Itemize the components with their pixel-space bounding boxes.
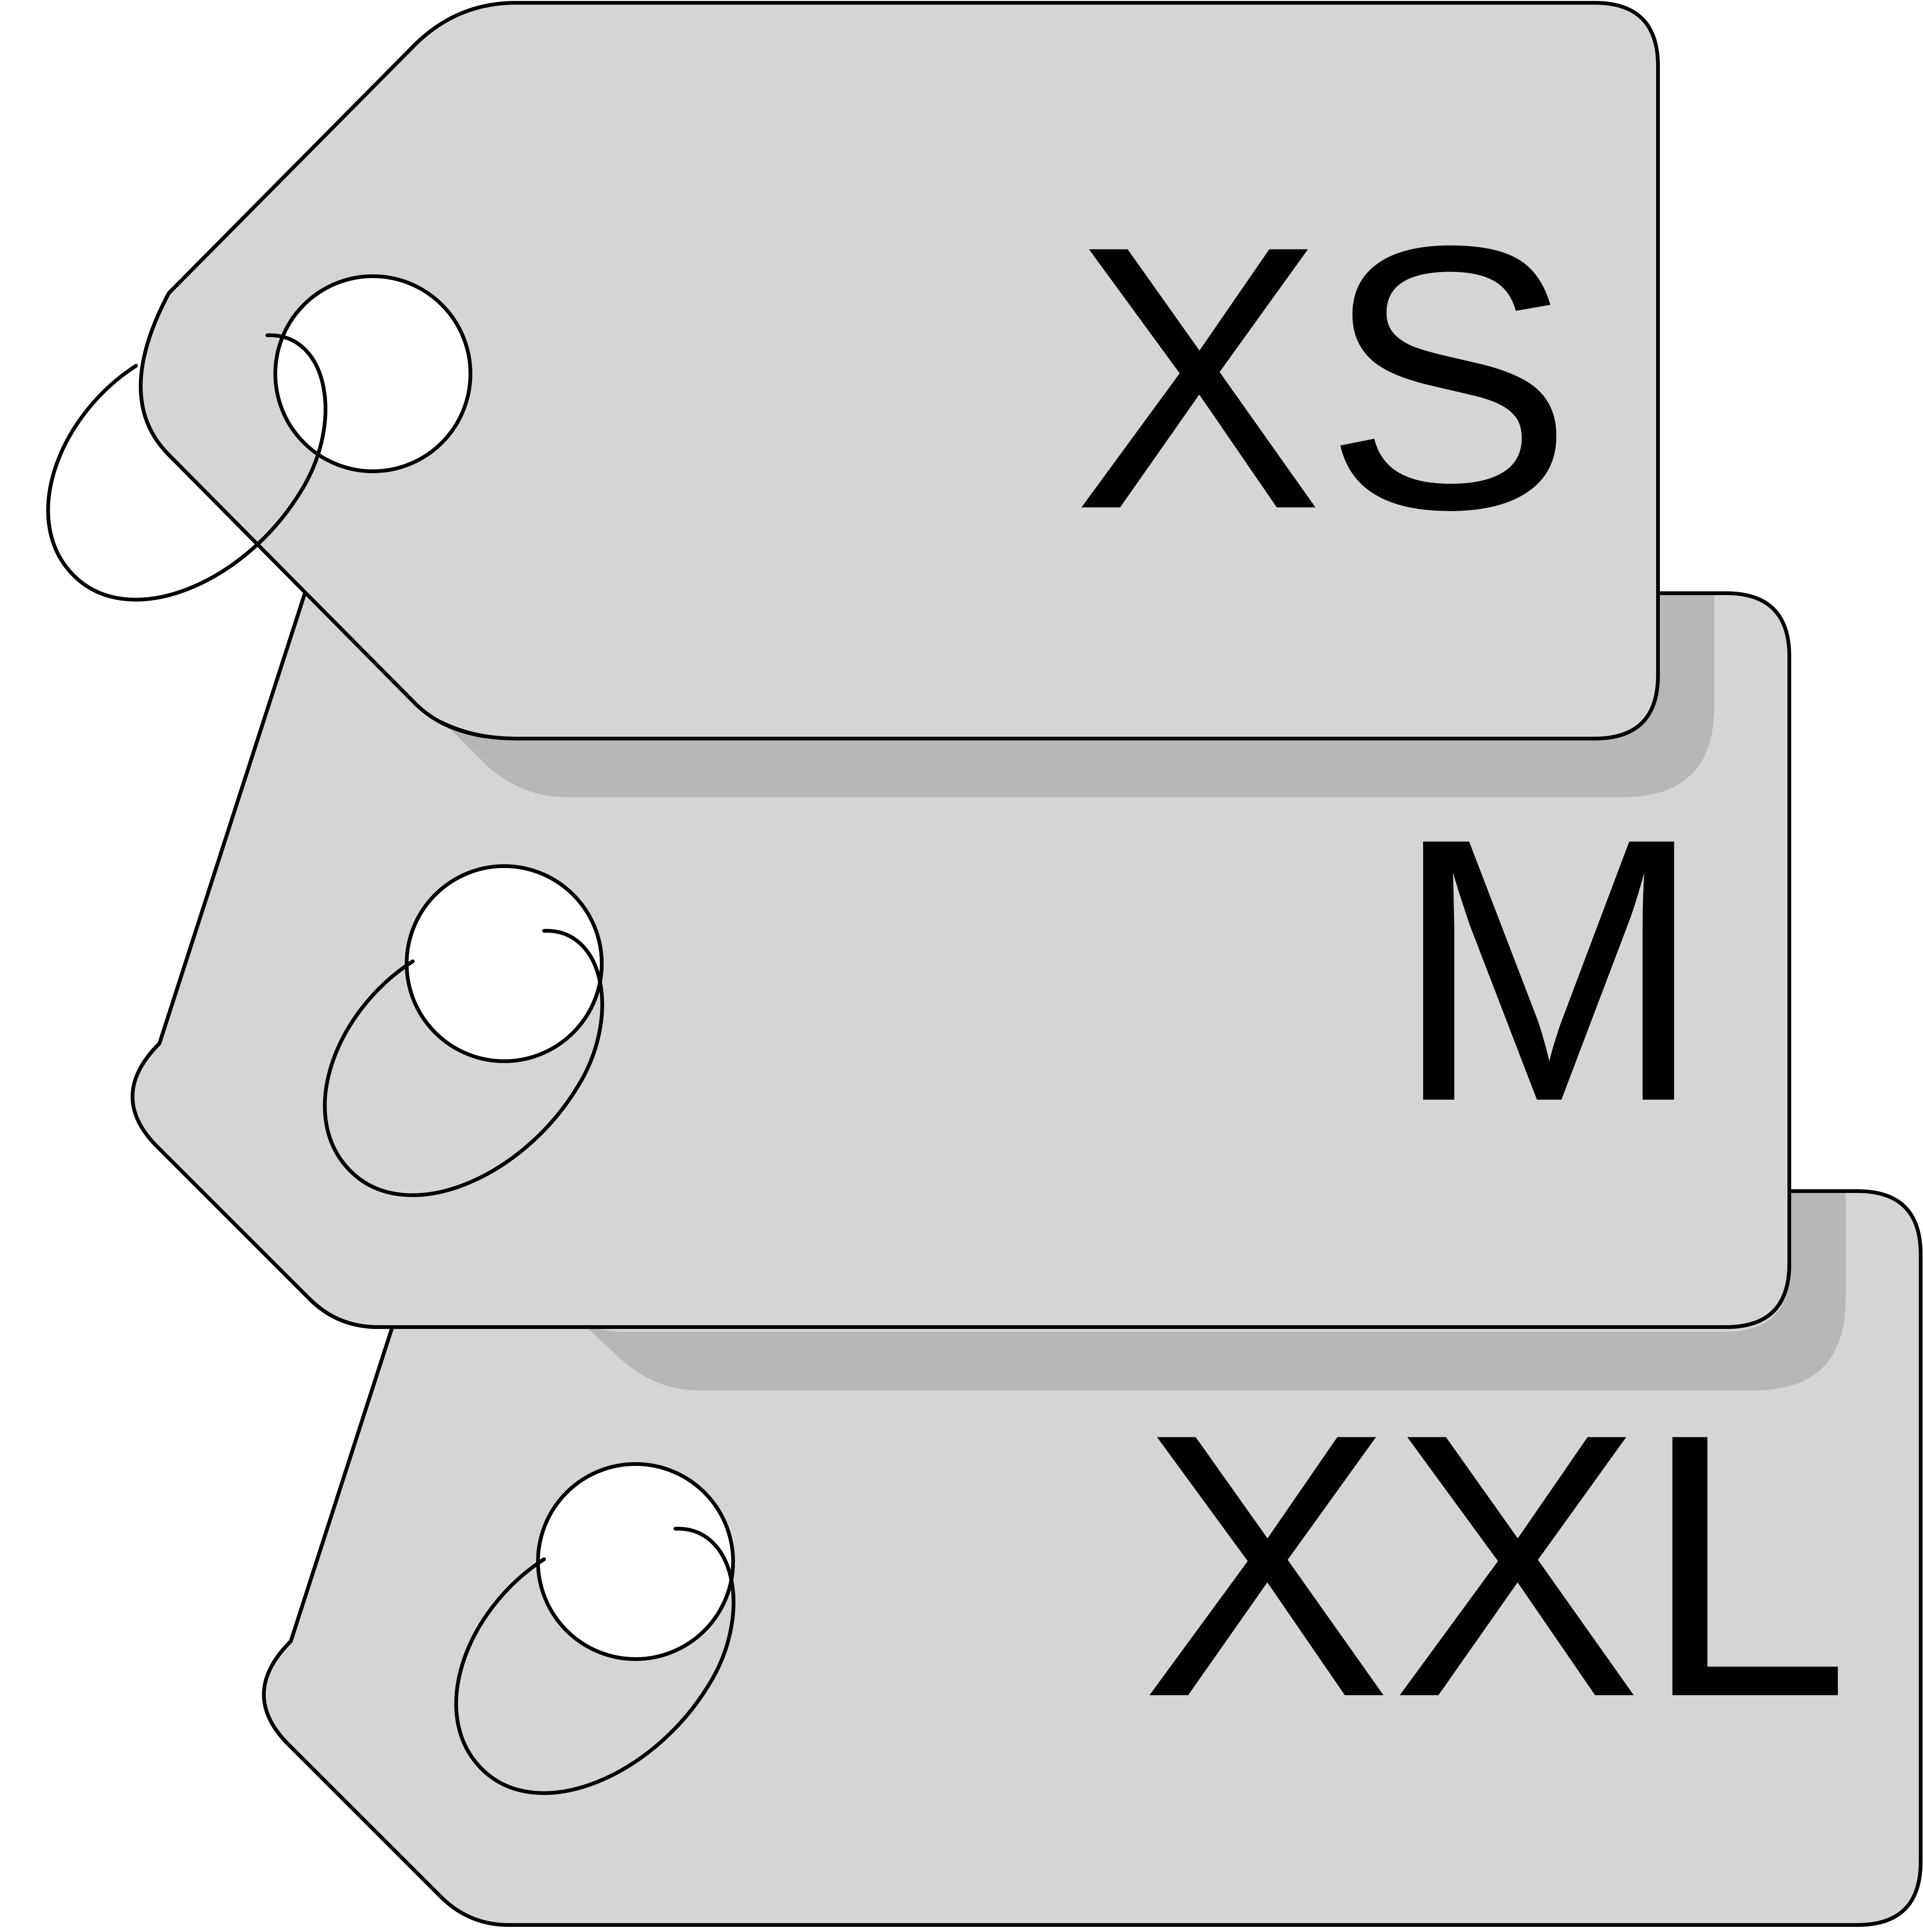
tag-m-label: M (1393, 760, 1705, 1179)
tag-xs-outline (440, 595, 1660, 740)
tag-xs-shadow (450, 595, 1714, 797)
tag-xxl-label: XXL (1141, 1356, 1850, 1775)
tag-xs: XS (46, 1, 1660, 740)
tag-xxl-hole (536, 1462, 735, 1661)
tag-m-hole (405, 864, 604, 1063)
tag-xs-label: XS (1073, 168, 1574, 587)
tag-xs-hole (273, 274, 472, 473)
tag-m-ring-icon (323, 928, 604, 1197)
tag-m-shadow (584, 1193, 1846, 1390)
tag-xxl-ring-icon (454, 1526, 735, 1795)
tag-m-outline (308, 1193, 1791, 1329)
tag-xs-ring-icon (46, 333, 327, 602)
